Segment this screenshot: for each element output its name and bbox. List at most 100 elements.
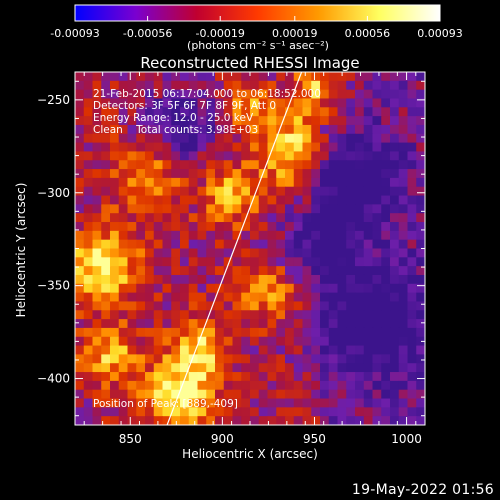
heatmap-cell [363,274,374,285]
heatmap-cell [110,292,120,303]
heatmap-cell [92,363,102,373]
heatmap-cell [180,257,190,267]
heatmap-cell [232,363,242,373]
heatmap-cell [75,327,85,338]
heatmap-cell [407,151,417,161]
heatmap-cell [285,380,295,391]
timestamp: 19-May-2022 01:56 [351,482,494,498]
heatmap-cell [302,186,312,197]
heatmap-cell [145,398,155,408]
heatmap-cell [311,327,321,338]
heatmap-cell [136,301,146,311]
heatmap-cell [92,186,102,197]
heatmap-cell [180,363,190,373]
heatmap-cell [83,292,94,303]
heatmap-cell [110,345,120,355]
heatmap-cell [320,257,330,267]
heatmap-cell [398,416,409,425]
heatmap-cell [293,98,304,108]
heatmap-cell [215,292,225,303]
heatmap-cell [407,310,417,320]
heatmap-cell [153,248,164,258]
heatmap-cell [223,133,234,144]
heatmap-cell [320,345,330,355]
heatmap-cell [92,407,102,417]
heatmap-cell [267,98,277,108]
heatmap-cell [346,89,356,100]
heatmap-cell [136,160,146,170]
heatmap-cell [346,177,356,188]
heatmap-cell [390,266,400,276]
heatmap-cell [416,257,425,267]
heatmap-cell [363,301,374,311]
heatmap-cell [206,142,216,153]
heatmap-cell [407,407,417,417]
heatmap-cell [346,283,356,294]
heatmap-cell [241,239,251,250]
heatmap-cell [337,80,347,91]
heatmap-cell [118,274,129,285]
heatmap-cell [267,372,277,382]
heatmap-cell [118,389,129,400]
heatmap-cell [153,416,164,425]
heatmap-cell [118,116,129,126]
heatmap-cell [83,204,94,214]
heatmap-cell [346,98,356,108]
heatmap-cell [250,283,260,294]
heatmap-cell [355,142,365,153]
heatmap-cell [337,398,347,408]
heatmap-cell [320,124,330,135]
heatmap-cell [293,266,304,276]
heatmap-cell [346,266,356,276]
heatmap-cell [276,160,286,170]
heatmap-cell [258,230,269,241]
heatmap-cell [337,186,347,197]
heatmap-cell [127,116,137,126]
heatmap-cell [162,133,172,144]
heatmap-cell [136,177,146,188]
heatmap-cell [92,398,102,408]
heatmap-cell [153,327,164,338]
heatmap-cell [136,372,146,382]
heatmap-cell [363,230,374,241]
heatmap-cell [258,142,269,153]
heatmap-cell [118,142,129,153]
heatmap-cell [145,124,155,135]
heatmap-cell [110,239,120,250]
heatmap-cell [267,416,277,425]
heatmap-cell [390,319,400,329]
heatmap-cell [188,345,199,355]
heatmap-cell [101,160,111,170]
heatmap-cell [311,142,321,153]
colorbar-bar [74,4,441,22]
heatmap-cell [110,274,120,285]
heatmap-cell [250,186,260,197]
heatmap-cell [136,107,146,117]
heatmap-cell [258,213,269,223]
colorbar-tick-label: 0.00093 [417,27,463,40]
heatmap-cell [398,407,409,417]
heatmap-cell [302,151,312,161]
colorbar: -0.00093 -0.00056 -0.00019 0.00019 0.00056 0.… [50,4,463,52]
heatmap-cell [258,151,269,161]
heatmap-cell [250,213,260,223]
heatmap-cell [241,389,251,400]
heatmap-cell [302,380,312,391]
heatmap-cell [110,89,120,100]
heatmap-cell [311,336,321,347]
heatmap-cell [337,107,347,117]
heatmap-cell [75,319,85,329]
heatmap-cell [162,363,172,373]
heatmap-cell [92,204,102,214]
heatmap-cell [75,292,85,303]
heatmap-cell [241,257,251,267]
heatmap-cell [153,230,164,241]
heatmap-cell [398,257,409,267]
heatmap-cell [398,345,409,355]
heatmap-cell [293,407,304,417]
heatmap-cell [293,380,304,391]
heatmap-cell [127,345,137,355]
heatmap-cell [127,107,137,117]
heatmap-cell [346,274,356,285]
heatmap-cell [83,160,94,170]
